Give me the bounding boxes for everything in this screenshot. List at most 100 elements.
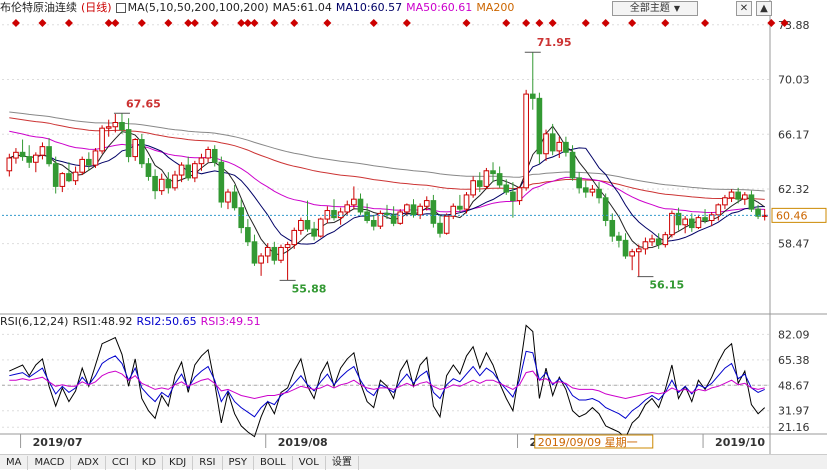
event-marker-icon [64,19,73,27]
candle-body [675,212,682,226]
candle-body [510,191,516,202]
candle-body [125,129,132,158]
candle-body [291,229,298,246]
event-marker-icon [164,19,173,27]
candle-body [152,175,158,192]
candle-body [32,154,39,163]
candle-body [490,170,496,175]
topic-dropdown-button[interactable]: 全部主题 ▼ [612,1,698,16]
candle-body [311,228,317,237]
x-tick-label: 2019/10 [715,436,765,449]
candle-body [298,219,304,231]
candle-body [741,194,748,200]
candle-body [72,171,79,182]
candle-body [258,255,264,264]
candle-body [483,170,490,187]
candle-body [99,127,105,152]
current-price-label: 60.46 [776,209,808,222]
tab-5[interactable]: KDJ [163,456,194,470]
tab-0[interactable]: MA [0,456,29,470]
candle-body [231,191,238,209]
candle-body [264,246,271,257]
candle-body [529,93,536,99]
event-marker-icon [581,19,590,27]
rsi-series-rsi1 [9,324,766,439]
event-marker-icon [522,19,531,27]
candle-body [271,246,278,261]
rsi-series-rsi2 [9,350,765,419]
candle-body [688,218,695,229]
rsi-series-rsi3 [9,370,765,400]
candle-body [211,148,218,163]
candle-body [602,197,609,221]
tab-4[interactable]: KD [136,456,164,470]
event-marker-icon [104,19,113,27]
candle-body [589,188,596,193]
candle-body [331,210,337,219]
candle-body [284,244,291,248]
candle-body [119,122,125,131]
ma10-value: MA10:60.57 [335,1,403,14]
candle-body [622,239,629,257]
candle-body [582,187,589,193]
candle-body [59,173,66,187]
candle-body [238,207,245,229]
candle-body [225,191,231,203]
candle-body [92,150,99,166]
candle-body [417,205,423,216]
ma50-line [9,130,765,214]
candle-body [635,248,642,253]
tab-10[interactable]: 设置 [326,456,359,470]
candle-body [218,161,225,203]
rsi2-value: RSI2:50.65 [136,315,197,328]
extreme-label: 71.95 [537,36,572,49]
event-marker-icon [270,19,279,27]
scroll-up-icon[interactable]: ▲ [756,1,772,16]
candle-body [251,241,258,264]
ma100-line [9,111,765,192]
candle-body [86,158,92,166]
tab-7[interactable]: PSY [223,456,255,470]
price-y-tick: 70.03 [778,73,810,86]
candle-body [172,174,178,189]
tab-9[interactable]: VOL [293,456,326,470]
tab-3[interactable]: CCI [106,456,136,470]
ma-params: MA(5,10,50,200,100,200) [127,1,269,14]
tab-8[interactable]: BOLL [254,456,293,470]
event-marker-icon [184,19,193,27]
chevron-down-icon: ▼ [673,4,681,13]
candle-body [351,198,357,206]
candle-body [569,151,576,179]
tab-6[interactable]: RSI [193,456,223,470]
ma-toggle-icon[interactable] [115,3,126,13]
x-tick-label: 2019/07 [33,436,83,449]
event-marker-icon [323,19,332,27]
period-label[interactable]: (日线) [81,1,112,14]
candle-body [655,238,662,246]
candle-body [722,197,728,206]
price-header: 布伦特原油连续 (日线) MA(5,10,50,200,100,200) MA5:61… [0,0,827,16]
candle-body [278,246,284,261]
candle-body [649,238,655,243]
candle-body [390,214,397,224]
candle-body [457,205,463,210]
event-marker-icon [628,19,637,27]
candle-body [662,234,669,246]
candle-body [563,141,569,153]
extreme-label: 56.15 [649,279,684,292]
candle-body [708,214,715,221]
close-topic-icon[interactable]: ✕ [736,1,752,16]
price-y-tick: 73.88 [778,19,810,32]
price-y-tick: 66.17 [778,128,810,141]
candle-body [503,184,510,193]
tab-1[interactable]: MACD [28,456,72,470]
price-y-tick: 58.47 [778,238,810,251]
tab-2[interactable]: ADX [71,456,106,470]
event-marker-icon [701,19,710,27]
candle-body [364,211,370,221]
candle-body [629,251,635,257]
candle-body [596,188,602,199]
candle-body [728,191,735,199]
rsi-y-tick: 82.09 [778,328,810,341]
candle-body [357,198,364,213]
